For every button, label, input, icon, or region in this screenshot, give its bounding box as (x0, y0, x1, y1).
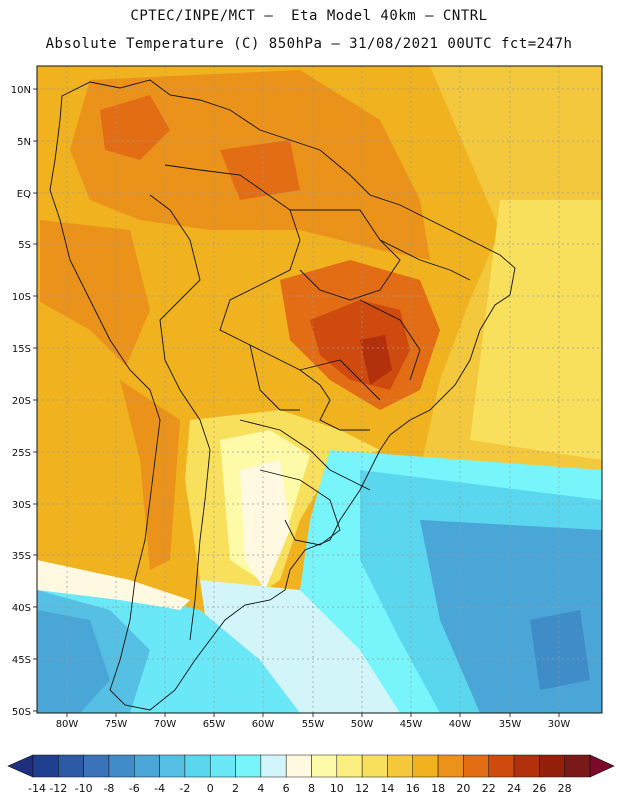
lon-label: 45W (400, 719, 423, 730)
colorbar-swatch (134, 754, 160, 778)
colorbar-label: 10 (330, 782, 344, 795)
lat-label: 35S (12, 551, 31, 562)
lat-label: 25S (12, 448, 31, 459)
colorbar-label: 14 (380, 782, 394, 795)
colorbar-swatch (285, 754, 312, 778)
colorbar-swatch (361, 754, 388, 778)
colorbar-swatch (184, 754, 211, 778)
lon-label: 50W (351, 719, 374, 730)
interior-state-borders (249, 209, 471, 411)
colorbar-label: 22 (482, 782, 496, 795)
colorbar-label: -10 (75, 782, 93, 795)
colorbar: -14 -12 -10 -8 -6 -4 -2 0 2 4 6 8 10 12 14 16 18 20 22 24 26… (7, 754, 615, 795)
andes-borders (149, 194, 211, 641)
south-america-coastline (49, 79, 516, 711)
colorbar-swatch (311, 754, 338, 778)
lon-label: 35W (499, 719, 522, 730)
lat-label: 45S (12, 655, 31, 666)
colorbar-label: 8 (308, 782, 315, 795)
colorbar-label: 20 (456, 782, 470, 795)
colorbar-swatch (412, 754, 439, 778)
lat-label: EQ (17, 189, 31, 200)
lat-label: 5S (18, 240, 31, 251)
lon-label: 60W (252, 719, 275, 730)
colorbar-swatch (437, 754, 464, 778)
coastlines-borders (49, 79, 516, 711)
colorbar-label: 0 (207, 782, 214, 795)
colorbar-swatch (539, 754, 565, 778)
plot-frame (36, 65, 603, 714)
colorbar-label: -6 (129, 782, 140, 795)
colorbar-label: -4 (154, 782, 165, 795)
lat-label: 5N (17, 137, 31, 148)
colorbar-label: -14 (28, 782, 46, 795)
colorbar-label: 16 (406, 782, 420, 795)
colorbar-swatch (235, 754, 262, 778)
colorbar-swatch (387, 754, 414, 778)
colorbar-under-arrow (7, 754, 34, 778)
colorbar-label: -12 (49, 782, 67, 795)
colorbar-swatch (513, 754, 540, 778)
brazil-border (164, 164, 370, 431)
lat-label: 15S (12, 344, 31, 355)
longitude-labels: 80W 75W 70W 65W 60W 55W 50W 45W 40W 35W 30W (56, 713, 571, 730)
colorbar-swatch (564, 754, 591, 778)
lon-label: 40W (449, 719, 472, 730)
lat-label: 20S (12, 396, 31, 407)
chart-title-line1: CPTEC/INPE/MCT – Eta Model 40km – CNTRL (130, 8, 488, 24)
colorbar-swatch (159, 754, 186, 778)
lat-label: 30S (12, 500, 31, 511)
colorbar-label: 26 (532, 782, 546, 795)
colorbar-over-arrow (589, 754, 615, 778)
colorbar-swatch (336, 754, 363, 778)
colorbar-label: 4 (257, 782, 264, 795)
colorbar-label: 24 (507, 782, 521, 795)
colorbar-label: -2 (179, 782, 190, 795)
colorbar-swatch (463, 754, 489, 778)
lon-label: 55W (302, 719, 325, 730)
lon-label: 75W (105, 719, 128, 730)
colorbar-label: 6 (283, 782, 290, 795)
chart-title-line2: Absolute Temperature (C) 850hPa – 31/08/… (45, 36, 573, 52)
colorbar-swatch (32, 754, 59, 778)
lat-label: 10S (12, 292, 31, 303)
colorbar-swatch (83, 754, 110, 778)
colorbar-swatch (58, 754, 84, 778)
southern-borders (239, 419, 371, 546)
lon-label: 80W (56, 719, 79, 730)
lat-label: 50S (12, 707, 31, 718)
colorbar-label: 28 (558, 782, 572, 795)
colorbar-swatch (209, 754, 236, 778)
graticule (37, 66, 602, 713)
lon-label: 65W (203, 719, 226, 730)
colorbar-label: -8 (103, 782, 114, 795)
lat-label: 10N (11, 85, 31, 96)
temperature-field (37, 66, 602, 713)
lat-label: 40S (12, 603, 31, 614)
colorbar-label: 12 (355, 782, 369, 795)
colorbar-label: 18 (431, 782, 445, 795)
latitude-labels: 10N 5N EQ 5S 10S 15S 20S 25S 30S 35S 40S 45S 50S (11, 85, 37, 718)
colorbar-label: 2 (232, 782, 239, 795)
colorbar-swatch (488, 754, 515, 778)
colorbar-swatch (108, 754, 135, 778)
lon-label: 70W (154, 719, 177, 730)
colorbar-swatch (260, 754, 287, 778)
lon-label: 30W (548, 719, 571, 730)
